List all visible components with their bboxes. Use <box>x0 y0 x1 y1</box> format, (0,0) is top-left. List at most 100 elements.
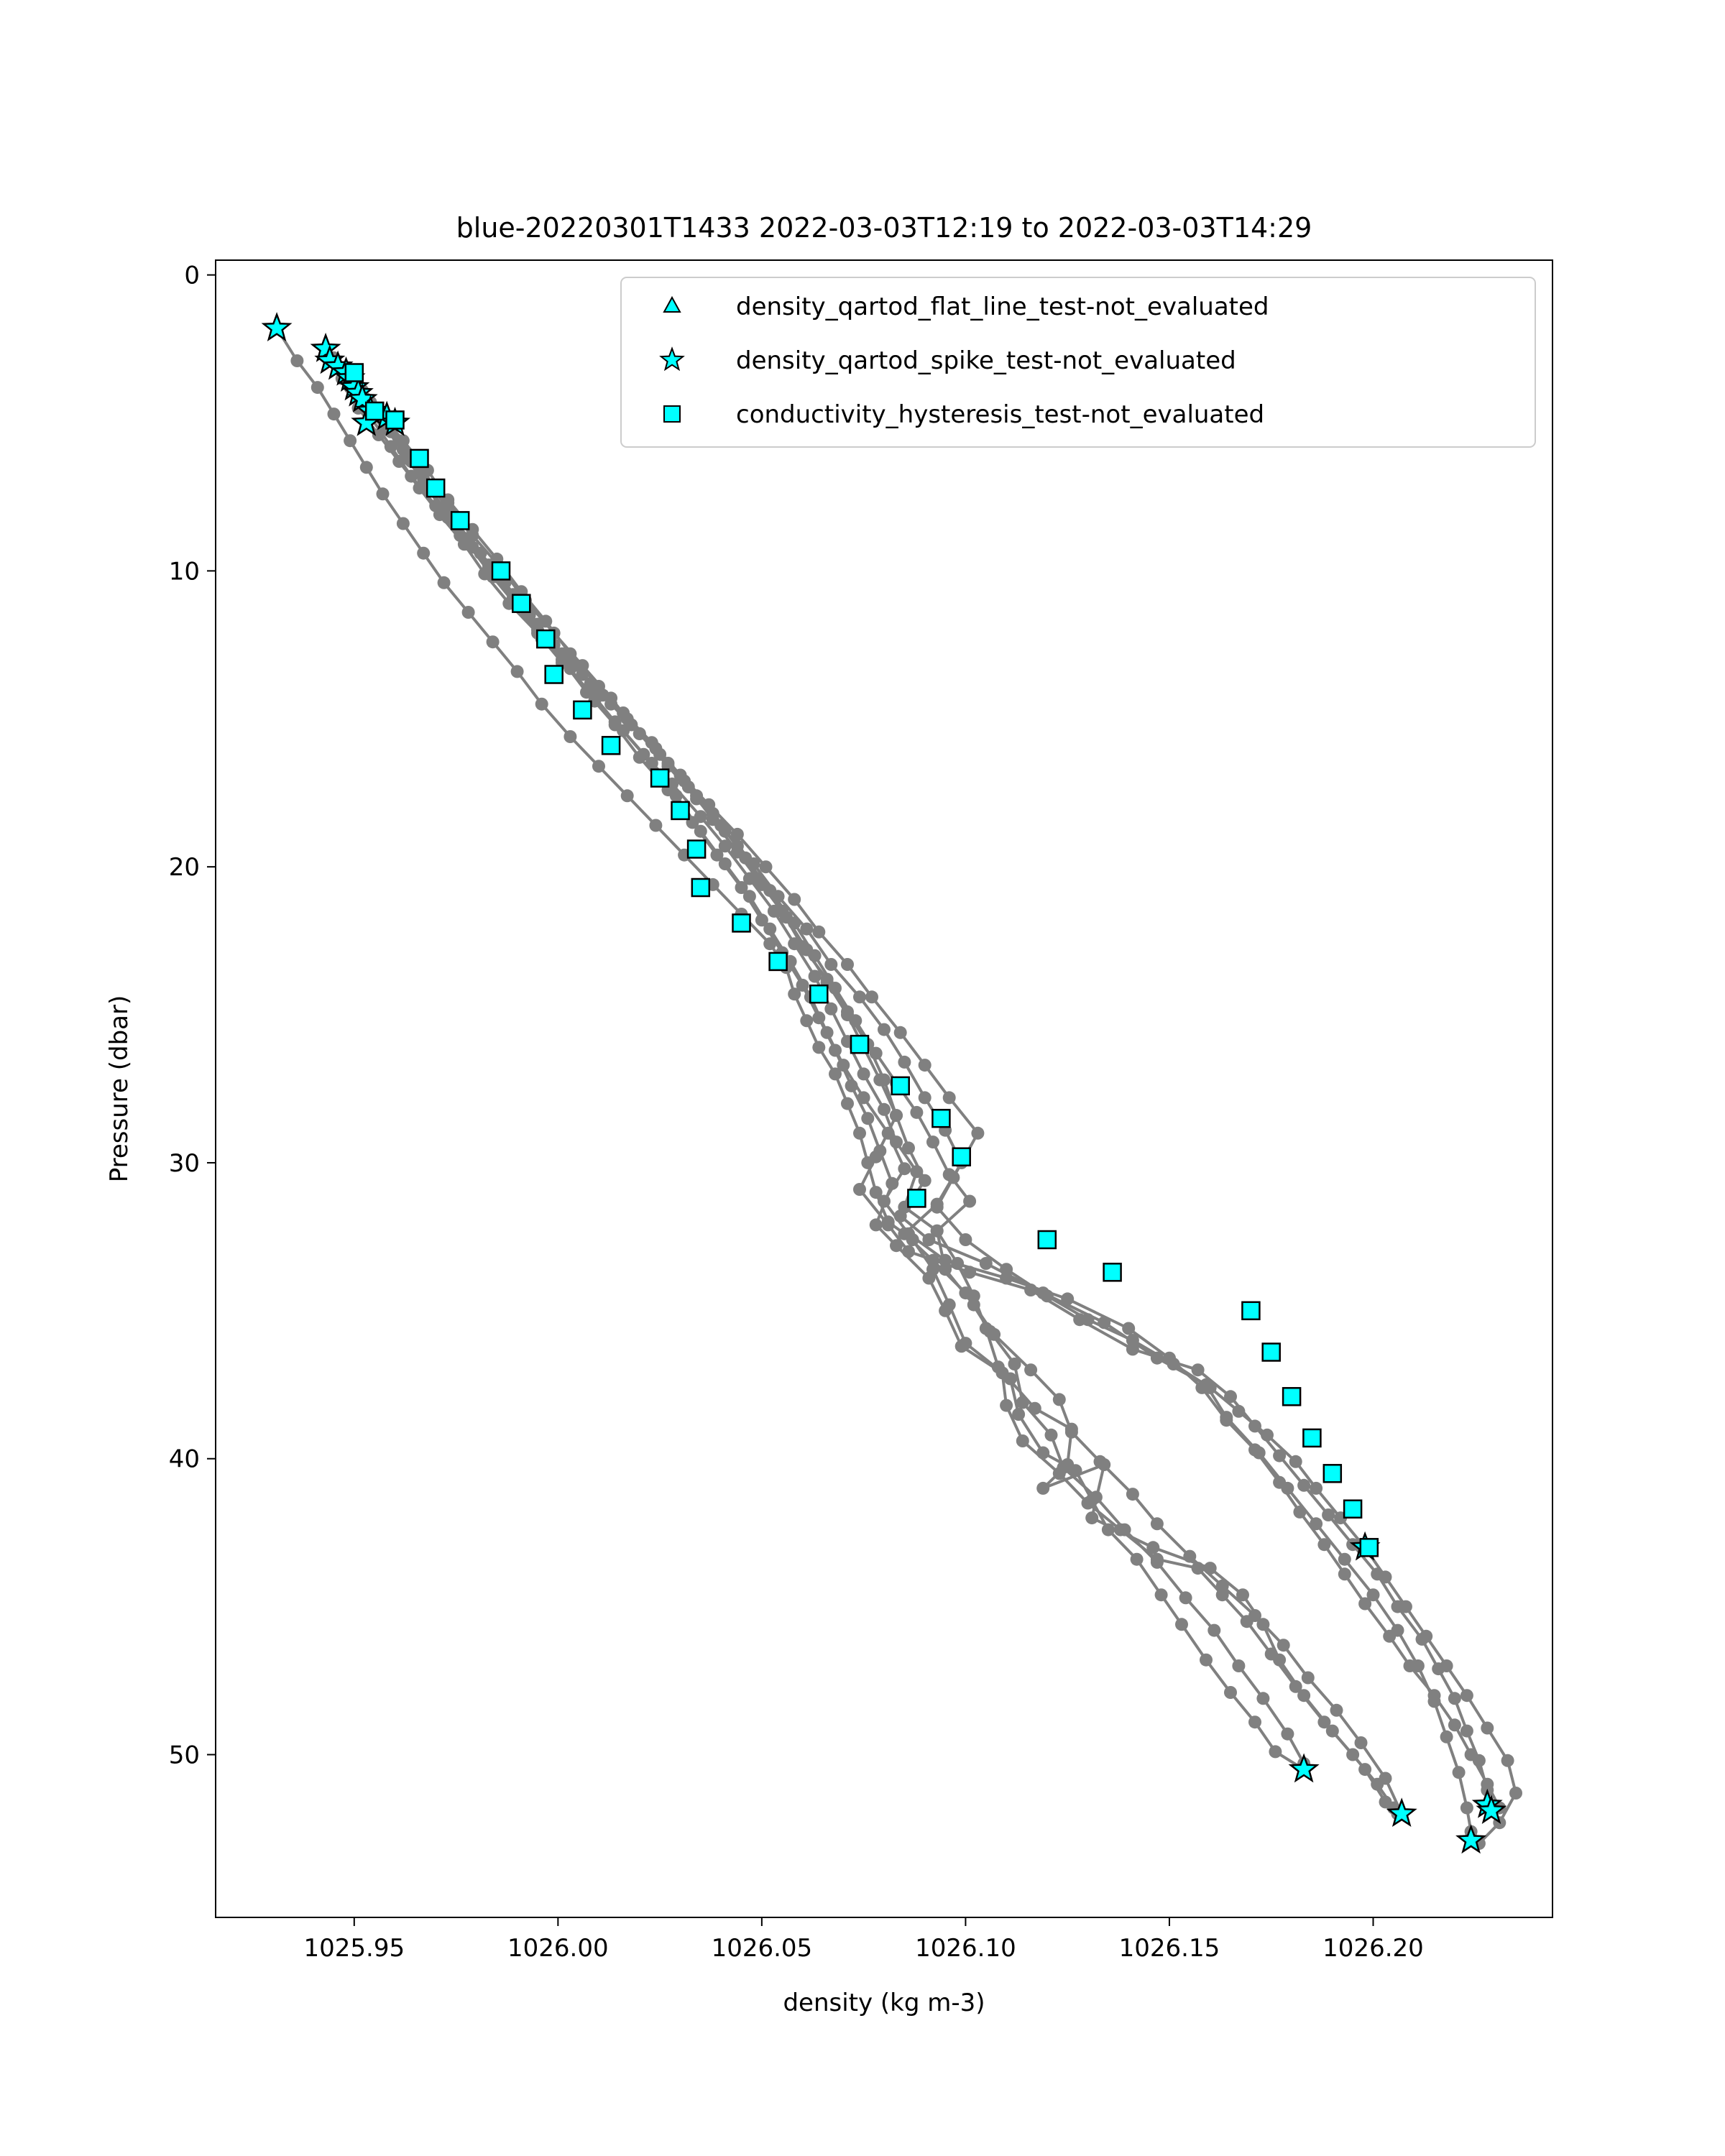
profile-point <box>1008 1358 1021 1370</box>
profile-point <box>608 718 622 732</box>
profile-point <box>1224 1390 1237 1404</box>
profile-point <box>1448 1718 1461 1732</box>
profile-point <box>922 1271 936 1285</box>
spike-test-star-marker <box>1386 1797 1417 1828</box>
profile-point <box>910 1105 924 1119</box>
profile-point <box>959 1286 972 1300</box>
profile-point <box>1460 1801 1473 1815</box>
profile-point <box>963 1194 977 1208</box>
legend-label-flat-line: density_qartod_flat_line_test-not_evalua… <box>736 292 1269 321</box>
profile-point <box>1203 1562 1217 1575</box>
profile-point <box>1440 1730 1453 1743</box>
profile-point <box>971 1126 985 1140</box>
profile-point <box>405 469 418 483</box>
profile-point <box>568 659 581 673</box>
profile-point <box>1073 1313 1087 1327</box>
hysteresis-test-square-marker <box>1037 1230 1057 1250</box>
profile-point <box>1273 1653 1287 1667</box>
profile-point <box>1044 1428 1058 1442</box>
hysteresis-test-square-marker <box>952 1147 971 1166</box>
profile-point <box>1150 1555 1164 1569</box>
x-axis: 1025.95 1026.00 1026.05 1026.10 1026.15 1026.… <box>304 1917 1424 1963</box>
profile-point <box>1000 1399 1013 1412</box>
profile-point <box>788 893 801 906</box>
profile-point <box>1036 1481 1050 1495</box>
profile-point <box>808 969 822 983</box>
profile-point <box>1126 1342 1139 1356</box>
profile-point <box>824 1002 838 1015</box>
profile-point <box>829 1044 842 1057</box>
profile-point <box>1460 1724 1473 1738</box>
profile-point <box>310 381 324 395</box>
profile-point <box>926 1135 939 1149</box>
profile-point <box>755 877 768 891</box>
profile-point <box>1252 1446 1266 1460</box>
hysteresis-test-square-marker <box>544 665 564 684</box>
profile-point <box>1281 1481 1294 1495</box>
profile-point <box>878 1023 891 1036</box>
profile-point <box>939 1304 952 1317</box>
profile-point <box>922 1233 936 1246</box>
hysteresis-test-square-marker <box>1343 1499 1363 1519</box>
hysteresis-test-square-marker <box>891 1076 910 1096</box>
profile-point <box>1317 1538 1331 1552</box>
profile-point <box>1240 1615 1254 1628</box>
profile-point <box>1325 1724 1339 1738</box>
profile-point <box>1057 1461 1070 1475</box>
hysteresis-test-square-marker <box>650 768 670 788</box>
profile-point <box>730 827 744 841</box>
profile-point <box>886 1176 899 1190</box>
profile-point <box>1191 1363 1205 1377</box>
profile-point <box>963 1266 977 1279</box>
profile-point <box>873 1073 887 1087</box>
hysteresis-test-square-marker <box>850 1034 870 1054</box>
profile-point <box>930 1224 944 1238</box>
hysteresis-test-square-marker <box>809 984 829 1004</box>
profile-point <box>1366 1588 1380 1602</box>
profile-point <box>1391 1623 1404 1637</box>
hysteresis-test-square-marker <box>768 952 788 972</box>
profile-point <box>1200 1653 1213 1667</box>
profile-point <box>1220 1411 1233 1424</box>
profile-point <box>625 718 638 732</box>
legend-triangle-marker <box>663 295 681 313</box>
x-tick-label: 1025.95 <box>304 1934 405 1963</box>
profile-point <box>461 606 475 619</box>
series-square <box>344 363 1379 1557</box>
profile-point <box>1330 1703 1343 1717</box>
profile-point <box>1460 1689 1473 1703</box>
legend-label-hysteresis: conductivity_hysteresis_test-not_evaluat… <box>736 400 1264 429</box>
profile-point <box>1354 1736 1368 1749</box>
profile-point <box>829 1067 842 1081</box>
x-tick-label: 1026.10 <box>915 1934 1016 1963</box>
profile-point <box>437 576 451 589</box>
y-tick-label: 50 <box>169 1741 200 1770</box>
y-tick-label: 40 <box>169 1445 200 1474</box>
hysteresis-test-square-marker <box>1302 1428 1322 1448</box>
profile-point <box>1154 1588 1168 1602</box>
profile-point <box>918 1059 932 1072</box>
hysteresis-test-square-marker <box>410 448 429 469</box>
profile-point <box>1064 1422 1078 1436</box>
profile-point <box>510 665 524 678</box>
profile-point <box>951 1257 965 1270</box>
profile-point <box>632 750 646 764</box>
legend-star-marker <box>659 346 685 372</box>
x-tick-label: 1026.15 <box>1119 1934 1220 1963</box>
profile-point <box>718 839 732 853</box>
profile-point <box>869 1186 883 1199</box>
profile-point <box>1276 1639 1290 1652</box>
hysteresis-test-square-marker <box>1322 1464 1343 1483</box>
spike-test-star-marker <box>1288 1753 1320 1783</box>
profile-point <box>681 780 695 793</box>
hysteresis-test-square-marker <box>932 1108 951 1128</box>
profile-point <box>1358 1763 1372 1777</box>
profile-point <box>1118 1523 1131 1537</box>
hysteresis-test-square-marker <box>573 700 592 720</box>
spike-test-star-marker <box>261 312 293 341</box>
profile-point <box>1432 1662 1445 1676</box>
profile-point <box>1085 1511 1099 1525</box>
plot-area-frame <box>215 259 1553 1918</box>
profile-point <box>1130 1552 1144 1566</box>
profile-point <box>1509 1787 1522 1800</box>
